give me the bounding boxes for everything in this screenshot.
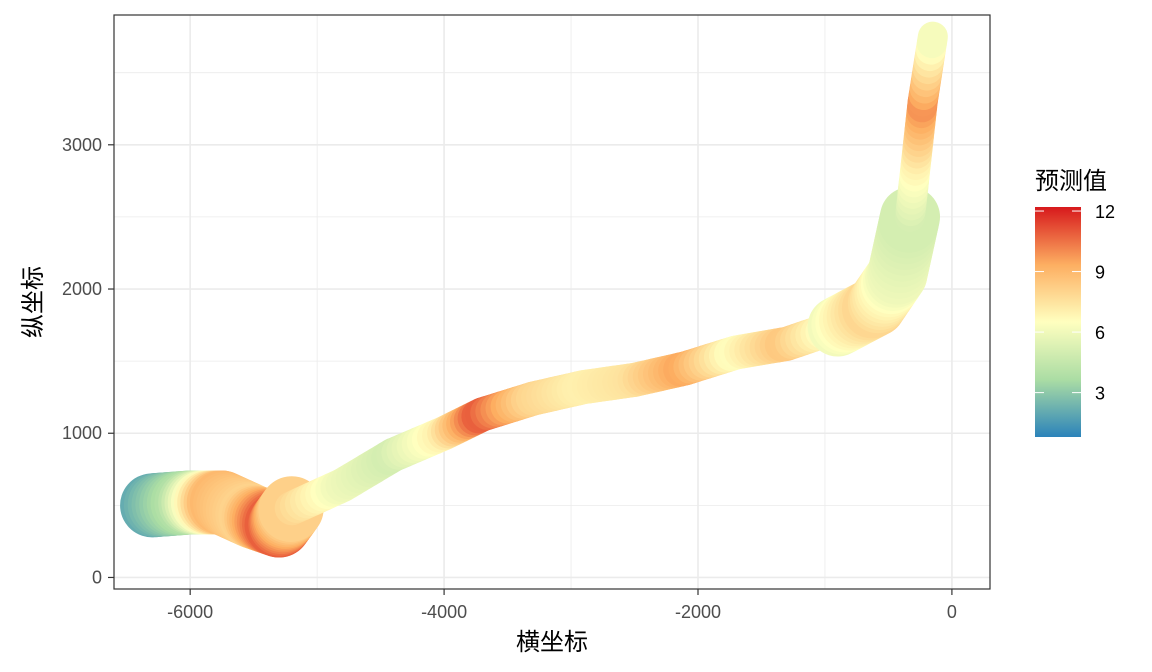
y-tick-label: 0 [92,567,102,587]
x-tick-label: 0 [947,602,957,622]
legend: 预测值 3 6 9 12 [1035,167,1115,437]
x-tick-label: -2000 [675,602,721,622]
legend-colorbar [1035,207,1081,437]
y-tick-label: 2000 [62,279,102,299]
y-axis-title: 纵坐标 [19,266,47,338]
legend-tick-label: 3 [1095,384,1105,404]
heatmap-surface [120,21,948,558]
y-axis: 0 1000 2000 3000 [62,135,114,587]
y-tick-label: 3000 [62,135,102,155]
x-axis: -6000 -4000 -2000 0 [167,589,957,622]
plot-frame [113,14,991,590]
legend-tick-label: 12 [1095,202,1115,222]
x-axis-title: 横坐标 [516,628,588,656]
x-tick-label: -6000 [167,602,213,622]
x-tick-label: -4000 [421,602,467,622]
panel-border [113,14,991,590]
y-tick-label: 1000 [62,423,102,443]
legend-tick-label: 9 [1095,263,1105,283]
legend-title: 预测值 [1035,167,1107,195]
legend-ticks: 3 6 9 12 [1035,202,1115,404]
heat-segment [916,21,948,59]
legend-tick-label: 6 [1095,323,1105,343]
